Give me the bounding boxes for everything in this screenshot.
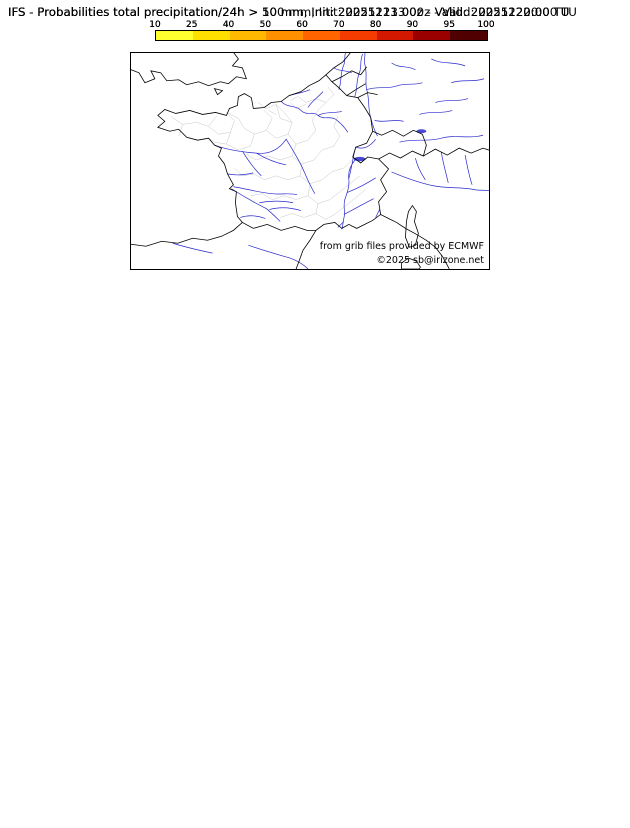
colorbar-tick-label: 95: [443, 20, 455, 30]
colorbar-tick-label: 100: [477, 20, 495, 30]
colorbar-tick-label: 95: [443, 20, 455, 30]
colorbar-segment: [413, 31, 451, 40]
colorbar-segment: [450, 31, 488, 40]
map-credit-ecmwf: from grib files provided by ECMWF: [319, 241, 484, 252]
colorbar-tick-label: 70: [333, 20, 345, 30]
map-credit-copyright: ©2025 sb@irizone.net: [376, 255, 484, 266]
colorbar-segment: [339, 31, 377, 40]
colorbar-tick-label: 40: [222, 20, 235, 30]
panel-precip-100mm: IFS - Probabilities total precipitation/…: [0, 0, 630, 276]
colorbar-segment: [156, 31, 193, 40]
colorbar-tick-label: 60: [296, 20, 308, 30]
colorbar-tick-label: 50: [259, 20, 272, 30]
colorbar-tick-label: 10: [149, 20, 161, 30]
basemap-layer: [131, 53, 489, 269]
colorbar-tick-row: 10 25 40 50 60 70 80 90 95 100: [149, 20, 494, 30]
colorbar-tick-label: 90: [406, 20, 419, 30]
colorbar-segment: [266, 31, 304, 40]
colorbar-tick-row: 10 25 40 50 60 70 80 90 95 100: [149, 20, 494, 30]
colorbar-tick-label: 80: [369, 20, 382, 30]
colorbar-tick-label: 90: [406, 20, 419, 30]
colorbar-tick-label: 25: [186, 20, 198, 30]
colorbar-tick-label: 60: [296, 20, 308, 30]
colorbar-tick-label: 50: [259, 20, 272, 30]
colorbar-segment: [303, 31, 340, 40]
colorbar-tick-label: 10: [149, 20, 161, 30]
colorbar-tick-label: 80: [369, 20, 382, 30]
colorbar-tick-label: 25: [186, 20, 198, 30]
colorbar: [155, 30, 488, 41]
colorbar-tick-label: 50: [259, 20, 272, 30]
colorbar-tick-label: 95: [443, 20, 455, 30]
colorbar-tick-label: 10: [149, 20, 161, 30]
panel-title: IFS - Probabilities total precipitation/…: [8, 5, 570, 19]
colorbar-tick-label: 25: [186, 20, 198, 30]
colorbar-tick-label: 40: [222, 20, 235, 30]
colorbar-tick-label: 40: [222, 20, 235, 30]
colorbar-tick-label: 90: [406, 20, 419, 30]
panel-title: IFS - Probabilities total precipitation/…: [8, 5, 570, 19]
map-france-100mm: [131, 53, 489, 269]
panel-title: IFS - Probabilities total precipitation/…: [8, 5, 577, 19]
map-frame: from grib files provided by ECMWF ©2025 …: [130, 52, 490, 270]
colorbar-segment: [376, 31, 414, 40]
colorbar-tick-label: 100: [477, 20, 495, 30]
colorbar-tick-label: 60: [296, 20, 308, 30]
colorbar-tick-label: 80: [369, 20, 382, 30]
colorbar-tick-row: 10 25 40 50 60 70 80 90 95 100: [149, 20, 494, 30]
colorbar-segment: [229, 31, 267, 40]
colorbar-tick-label: 70: [333, 20, 345, 30]
colorbar-tick-label: 70: [333, 20, 345, 30]
colorbar-tick-label: 100: [477, 20, 495, 30]
colorbar-segment: [192, 31, 230, 40]
